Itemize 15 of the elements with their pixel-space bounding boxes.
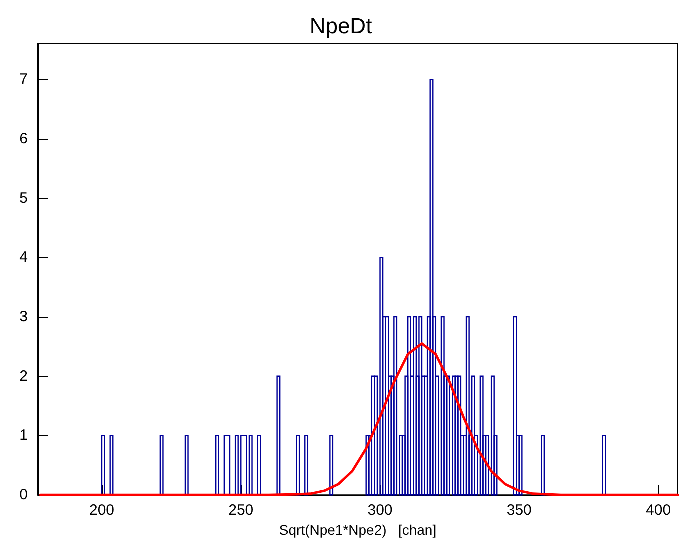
x-tick-label: 250 — [228, 502, 254, 520]
y-tick-label: 1 — [20, 427, 28, 444]
y-tick-label: 0 — [20, 486, 28, 504]
y-tick-label: 6 — [20, 130, 28, 148]
y-tick-label: 3 — [20, 308, 28, 326]
x-tick-label: 400 — [646, 502, 672, 520]
y-tick-label: 2 — [20, 368, 28, 385]
x-axis-title: Sqrt(Npe1*Npe2) [chan] — [279, 522, 437, 538]
x-tick-label: 350 — [506, 502, 532, 520]
x-tick-label: 200 — [89, 502, 115, 520]
y-tick-label: 4 — [20, 249, 28, 266]
chart-title: NpeDt — [310, 14, 372, 38]
y-tick-label: 7 — [20, 71, 28, 88]
x-tick-label: 300 — [368, 502, 393, 520]
y-tick-label: 5 — [20, 190, 28, 207]
